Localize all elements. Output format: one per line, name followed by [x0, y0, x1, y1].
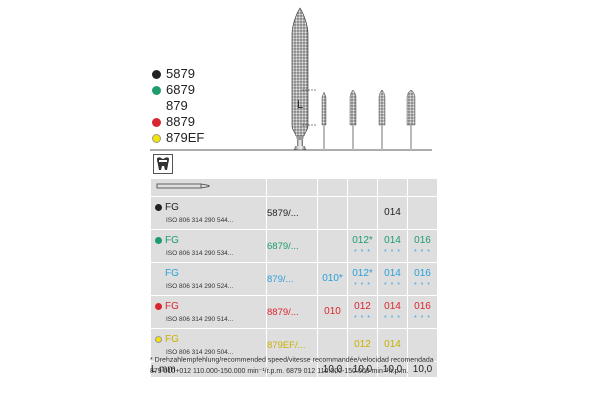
variant-item: 8879 [152, 114, 262, 130]
color-dot-icon [152, 85, 161, 95]
speed-stars: * * * [353, 281, 372, 289]
shank-header [150, 178, 267, 197]
small-bur-icon-2 [349, 89, 357, 150]
shank-icon [156, 183, 210, 189]
large-bur-icon [291, 7, 309, 150]
speed-stars: * * * [383, 314, 402, 322]
small-bur-icon-1 [321, 91, 327, 150]
speed-stars: * * * [383, 281, 402, 289]
color-dot-icon [155, 270, 162, 277]
color-dot-icon [155, 204, 162, 211]
variant-item: 879 [152, 98, 262, 114]
color-dot-icon [152, 69, 161, 79]
color-dot-icon [152, 117, 161, 127]
small-bur-icon-3 [378, 89, 386, 150]
speed-stars: * * * [353, 248, 372, 256]
spec-table: FG ISO 806 314 290 544... 5879/... 014 F… [150, 178, 438, 378]
color-dot-icon [155, 303, 162, 310]
length-row: L mm 10,0 10,0 10,0 10,0 [150, 361, 438, 378]
length-label: L [297, 99, 304, 111]
speed-stars: * * * [413, 281, 432, 289]
variant-item: 5879 [152, 66, 262, 82]
variant-item: 6879 [152, 82, 262, 98]
color-dot-icon [152, 102, 161, 111]
speed-stars: * * * [413, 248, 432, 256]
footnote-speed: * Drehzahlempfehlung/recommended speed/v… [150, 357, 434, 364]
variant-legend: 5879 6879 879 8879 879EF [152, 66, 262, 146]
speed-stars: * * * [383, 248, 402, 256]
color-dot-icon [152, 133, 161, 143]
small-bur-icon-4 [406, 89, 416, 150]
color-dot-icon [155, 237, 162, 244]
speed-stars: * * * [413, 314, 432, 322]
bur-illustration [150, 7, 432, 151]
variant-item: 879EF [152, 130, 262, 146]
table-row: FG ISO 806 314 290 534... 6879/... 012* *… [150, 229, 438, 263]
tooth-icon [153, 154, 173, 174]
table-row: FG ISO 806 314 290 514... 8879/... 010 0… [150, 295, 438, 329]
footnote-values: 879 010+012 110.000-150.000 min⁻¹/r.p.m.… [150, 368, 409, 375]
table-row: FG ISO 806 314 290 524... 879/... 010* 0… [150, 262, 438, 296]
speed-stars: * * * [353, 314, 372, 322]
color-dot-icon [155, 336, 162, 343]
length-dimension [302, 89, 316, 126]
table-row: FG ISO 806 314 290 544... 5879/... 014 [150, 196, 438, 230]
